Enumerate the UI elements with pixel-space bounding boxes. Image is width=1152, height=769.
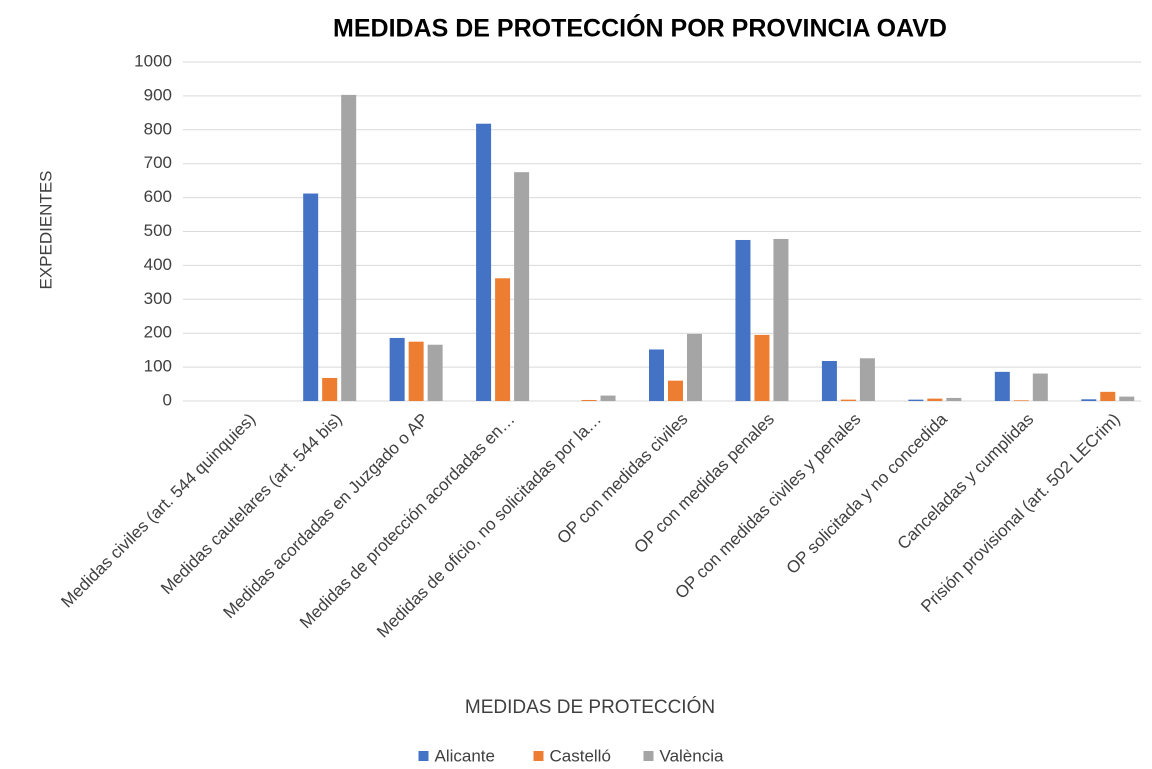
y-tick-label: 400 xyxy=(144,255,172,274)
bar xyxy=(408,341,424,401)
legend-label: Alicante xyxy=(435,746,495,765)
x-tick-label: Medidas cautelares (art. 544 bis) xyxy=(157,410,345,598)
bar xyxy=(859,358,875,401)
bar xyxy=(600,395,616,401)
bar xyxy=(495,278,511,401)
bar xyxy=(840,399,856,401)
bar xyxy=(389,337,405,401)
bar xyxy=(908,399,924,401)
y-tick-label: 600 xyxy=(144,187,172,206)
legend-label: Castelló xyxy=(550,746,611,765)
bar xyxy=(1119,396,1135,401)
x-tick-label: OP con medidas civiles y penales xyxy=(671,410,864,603)
y-tick-label: 300 xyxy=(144,289,172,308)
y-tick-label: 200 xyxy=(144,323,172,342)
y-tick-label: 500 xyxy=(144,221,172,240)
bar xyxy=(687,333,702,401)
bar xyxy=(821,360,837,401)
bar xyxy=(581,399,597,401)
bar xyxy=(649,349,664,401)
bar xyxy=(341,94,357,402)
bar xyxy=(322,377,338,401)
y-tick-label: 1000 xyxy=(134,51,172,70)
bar xyxy=(427,344,443,401)
x-tick-label: Medidas civiles (art. 544 quinquies) xyxy=(57,410,259,612)
bar xyxy=(1013,400,1029,401)
chart-title: MEDIDAS DE PROTECCIÓN POR PROVINCIA OAVD xyxy=(333,13,947,43)
legend-swatch xyxy=(643,751,654,761)
bar xyxy=(1081,399,1097,401)
bar xyxy=(946,397,962,401)
legend-swatch xyxy=(418,751,429,761)
x-tick-label: Prisión provisional (art. 502 LECrim) xyxy=(917,410,1124,617)
x-axis-title: MEDIDAS DE PROTECCIÓN xyxy=(465,696,715,718)
bar xyxy=(994,371,1010,401)
bar xyxy=(773,238,789,401)
y-tick-label: 100 xyxy=(144,357,172,376)
bar xyxy=(1032,373,1048,401)
y-tick-label: 900 xyxy=(144,85,172,104)
x-tick-label: OP solicitada y no concedida xyxy=(783,409,952,578)
bar xyxy=(476,123,492,401)
bar xyxy=(754,334,770,401)
y-tick-label: 0 xyxy=(163,390,172,409)
bar xyxy=(735,239,751,401)
bar xyxy=(514,172,530,401)
bar xyxy=(668,380,683,401)
legend-label: València xyxy=(660,746,724,765)
legend-swatch xyxy=(533,751,544,761)
bar xyxy=(927,398,943,401)
y-axis-title: EXPEDIENTES xyxy=(36,170,55,289)
x-tick-label: OP con medidas penales xyxy=(630,410,778,558)
bar xyxy=(1100,391,1116,401)
y-tick-label: 700 xyxy=(144,153,172,172)
y-tick-label: 800 xyxy=(144,119,172,138)
bar xyxy=(303,193,319,401)
